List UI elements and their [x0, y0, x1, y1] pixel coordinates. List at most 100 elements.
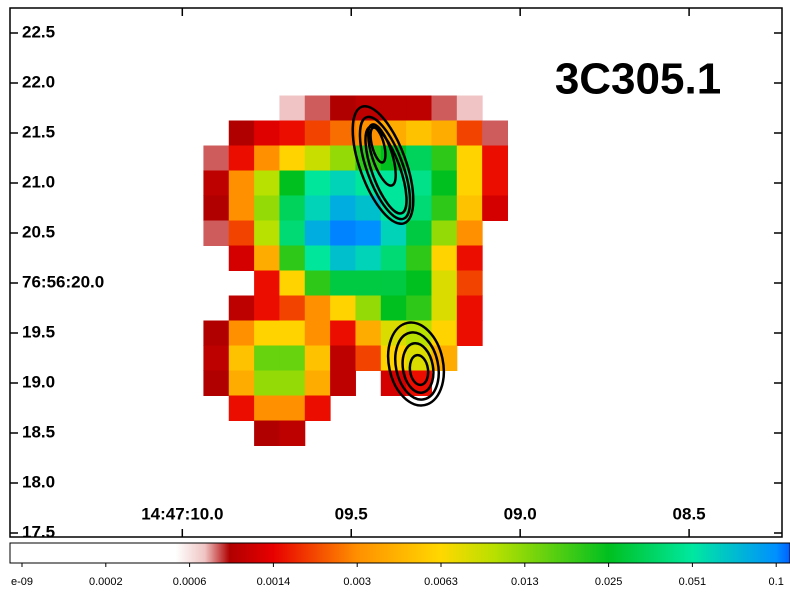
heatmap-cell [406, 295, 432, 321]
y-tick-label: 22.0 [22, 72, 55, 91]
heatmap-cell [330, 370, 356, 396]
heatmap-cell [279, 345, 306, 371]
heatmap-cell [431, 120, 458, 146]
heatmap-cell [279, 170, 306, 196]
colorbar-tick-label: 0.013 [511, 576, 539, 588]
chart-title: 3C305.1 [555, 55, 721, 104]
contour [367, 123, 397, 187]
heatmap-cell [228, 370, 255, 396]
heatmap-cell [431, 170, 458, 196]
heatmap-cell [279, 120, 306, 146]
heatmap-cell [279, 245, 306, 271]
colorbar-tick-label: 0.0002 [89, 576, 123, 588]
plot-frame [9, 7, 783, 538]
x-tick-label: 08.5 [673, 504, 706, 523]
heatmap-cell [406, 220, 432, 246]
contour [386, 321, 446, 407]
contour [394, 331, 440, 401]
heatmap-cell [456, 120, 483, 146]
colorbar-tick-label: 0.025 [595, 576, 623, 588]
heatmap-cell [254, 420, 280, 446]
heatmap-cell [355, 295, 382, 321]
heatmap-cell [456, 220, 483, 246]
x-tick-label: 14:47:10.0 [141, 504, 223, 523]
heatmap-cell [304, 220, 331, 246]
heatmap-cell [330, 320, 356, 346]
heatmap-cell [279, 220, 306, 246]
heatmap-cell [431, 245, 458, 271]
heatmap-cell [431, 220, 458, 246]
heatmap-cell [330, 170, 356, 196]
heatmap-cell [228, 220, 255, 246]
contour [351, 104, 415, 226]
colorbar-tick-label: 0.003 [343, 576, 371, 588]
heatmap-cell [304, 195, 331, 221]
y-tick-label: 18.0 [22, 472, 55, 491]
heatmap-cell [330, 295, 356, 321]
heatmap-cell [228, 120, 255, 146]
heatmap-cell [380, 270, 407, 296]
heatmap-cell [254, 245, 280, 271]
y-tick-label: 19.5 [22, 322, 55, 341]
heatmap-cell [330, 345, 356, 371]
y-tick-label: 17.5 [22, 522, 55, 541]
heatmap-cell [482, 145, 508, 171]
heatmap-cell [254, 295, 280, 321]
heatmap-cell [228, 320, 255, 346]
heatmap-cell [406, 95, 432, 121]
heatmap-cell [330, 195, 356, 221]
heatmap-cell [254, 270, 280, 296]
y-tick-label: 22.5 [22, 22, 55, 41]
heatmap-cell [406, 120, 432, 146]
heatmap-cell [279, 320, 306, 346]
heatmap-cell [304, 295, 331, 321]
heatmap-cell [279, 420, 306, 446]
y-tick-label: 21.0 [22, 172, 55, 191]
colorbar-tick-label: 0.0014 [257, 576, 291, 588]
heatmap-cell [279, 145, 306, 171]
heatmap-cell [431, 195, 458, 221]
contour [401, 341, 435, 395]
colorbar-tick-label: 0.0006 [173, 576, 207, 588]
heatmap-cell [406, 270, 432, 296]
heatmap-cell [380, 245, 407, 271]
heatmap-cell [304, 145, 331, 171]
heatmap-cell [355, 320, 382, 346]
heatmap-cell [330, 95, 356, 121]
heatmap-cell [228, 245, 255, 271]
heatmap-cell [279, 95, 306, 121]
heatmap-cell [228, 145, 255, 171]
heatmap-cell [203, 220, 230, 246]
heatmap-cell [304, 170, 331, 196]
heatmap-cell [203, 345, 230, 371]
y-tick-label: 76:56:20.0 [22, 272, 104, 291]
colorbar-tick-label: 0.0063 [424, 576, 458, 588]
heatmap-cell [355, 220, 382, 246]
contours [351, 104, 446, 407]
heatmap-cell [279, 395, 306, 421]
heatmap-cell [456, 95, 483, 121]
heatmap-cell [482, 120, 508, 146]
contour [369, 126, 387, 164]
heatmap-cell [203, 195, 230, 221]
heatmap-cell [304, 320, 331, 346]
heatmap-cell [431, 95, 458, 121]
heatmap-cell [380, 95, 407, 121]
heatmap-cell [431, 295, 458, 321]
heatmap-cell [304, 270, 331, 296]
heatmap-cell [228, 295, 255, 321]
heatmap-cell [279, 270, 306, 296]
heatmap-cell [304, 395, 331, 421]
heatmap-cell [380, 295, 407, 321]
heatmap-cell [254, 170, 280, 196]
heatmap-cell [304, 245, 331, 271]
heatmap-cell [456, 170, 483, 196]
heatmap-cell [228, 395, 255, 421]
heatmap-cell [330, 145, 356, 171]
heatmap-cell [203, 370, 230, 396]
heatmap-cell [254, 345, 280, 371]
heatmap-cell [456, 270, 483, 296]
heatmap-cell [406, 145, 432, 171]
heatmap-cell [456, 145, 483, 171]
